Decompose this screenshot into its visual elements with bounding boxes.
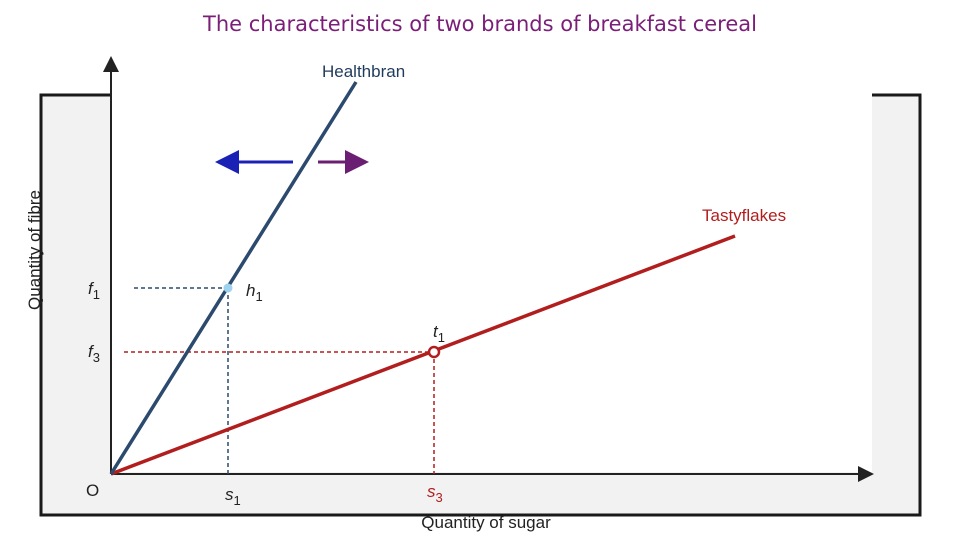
label-h1-name: h: [246, 281, 255, 300]
tick-s3: s3: [427, 482, 443, 505]
tick-f3-sub: 3: [93, 350, 100, 365]
point-t1: [427, 345, 441, 359]
healthbran-label: Healthbran: [322, 62, 405, 81]
tick-s3-name: s: [427, 482, 436, 501]
tick-s1-name: s: [225, 485, 234, 504]
x-axis-label: Quantity of sugar: [421, 513, 551, 532]
tastyflakes-label: Tastyflakes: [702, 206, 786, 225]
diagram-title: The characteristics of two brands of bre…: [203, 12, 757, 36]
label-h1: h1: [246, 281, 263, 304]
tick-s3-sub: 3: [436, 490, 443, 505]
tick-f1: f1: [88, 279, 100, 302]
label-t1: t1: [433, 322, 445, 345]
healthbran-line: [109, 81, 358, 475]
y-axis-label: Quantity of fibre: [25, 190, 44, 310]
tastyflakes-line: [110, 234, 736, 476]
label-t1-sub: 1: [438, 330, 445, 345]
label-h1-sub: 1: [255, 289, 262, 304]
tick-f3-name: f: [88, 342, 95, 361]
tick-f1-name: f: [88, 279, 95, 298]
plot-area: [110, 58, 872, 472]
tick-s1: s1: [225, 485, 241, 508]
origin-label: O: [86, 481, 99, 500]
tick-s1-sub: 1: [234, 493, 241, 508]
tick-f3: f3: [88, 342, 100, 365]
label-t1-name: t: [433, 322, 439, 341]
tick-f1-sub: 1: [93, 287, 100, 302]
point-h1: [223, 283, 233, 293]
